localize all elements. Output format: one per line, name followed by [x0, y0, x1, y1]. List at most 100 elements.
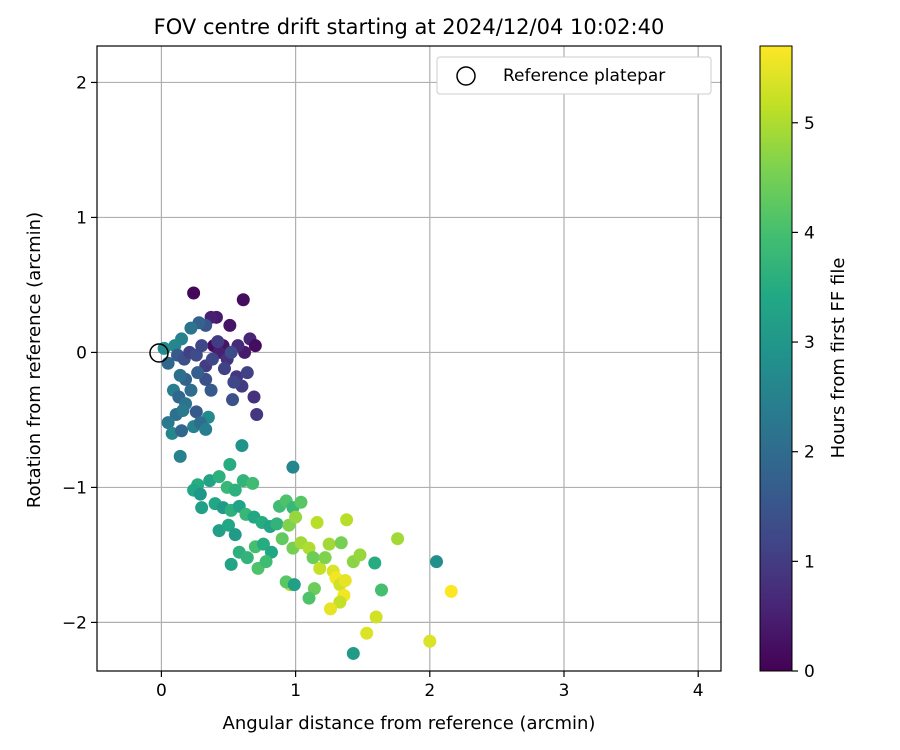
data-point: [226, 393, 240, 407]
data-point: [340, 513, 354, 527]
data-point: [318, 551, 332, 565]
data-point: [250, 408, 264, 422]
data-point: [191, 366, 205, 380]
colorbar-tick-label: 3: [804, 333, 815, 353]
data-point: [228, 528, 242, 542]
x-axis-ticks: 0 1 2 3 4: [156, 671, 704, 701]
data-point: [264, 545, 278, 559]
legend: Reference platepar: [436, 56, 712, 95]
data-point: [236, 293, 250, 307]
colorbar-tick-label: 2: [804, 443, 815, 463]
data-point: [212, 470, 226, 484]
data-point: [195, 501, 209, 515]
data-point: [199, 422, 213, 436]
data-point: [184, 383, 198, 397]
data-point: [259, 555, 273, 569]
data-point: [189, 348, 203, 362]
data-point: [240, 366, 254, 380]
data-point: [223, 457, 237, 471]
data-point: [270, 517, 284, 531]
data-point: [248, 339, 262, 353]
colorbar: 0 1 2 3 4 5 Hours from first FF file: [759, 45, 849, 682]
data-point: [369, 610, 383, 624]
data-point: [353, 548, 367, 562]
data-point: [240, 551, 254, 565]
data-point: [223, 318, 237, 332]
data-point: [323, 602, 337, 616]
y-tick-label: 1: [76, 208, 87, 228]
data-point: [193, 487, 207, 501]
y-tick-label: 0: [76, 343, 87, 363]
legend-box: [436, 56, 712, 95]
data-point: [211, 335, 225, 349]
data-point: [161, 416, 175, 430]
data-point: [228, 483, 242, 497]
data-point: [189, 405, 203, 419]
data-point: [217, 362, 231, 376]
y-axis-label: Rotation from reference (arcmin): [24, 212, 45, 508]
data-point: [423, 634, 437, 648]
data-point: [374, 583, 388, 597]
x-axis-label: Angular distance from reference (arcmin): [223, 713, 596, 734]
x-tick-label: 0: [156, 681, 167, 701]
chart-title: FOV centre drift starting at 2024/12/04 …: [154, 15, 665, 39]
data-point: [205, 352, 219, 366]
data-point: [338, 574, 352, 588]
data-point: [307, 582, 321, 596]
reference-platepar-marker: [149, 343, 169, 363]
data-point: [212, 524, 226, 538]
data-point: [224, 557, 238, 571]
y-tick-label: −1: [62, 478, 87, 498]
y-tick-label: −2: [62, 613, 87, 633]
x-tick-label: 4: [693, 681, 704, 701]
colorbar-ticks: 0 1 2 3 4 5: [792, 114, 815, 682]
data-point: [346, 646, 360, 660]
data-point: [247, 390, 261, 404]
data-point: [360, 626, 374, 640]
data-point: [333, 595, 347, 609]
data-point: [368, 556, 382, 570]
data-point: [444, 584, 458, 598]
colorbar-tick-label: 5: [804, 114, 815, 134]
data-point: [287, 578, 301, 592]
data-point: [187, 286, 201, 300]
data-point: [195, 339, 209, 353]
data-point: [227, 375, 241, 389]
data-point: [302, 591, 316, 605]
data-point: [173, 449, 187, 463]
data-point: [334, 536, 348, 550]
legend-label-reference: Reference platepar: [503, 66, 665, 86]
data-point: [294, 495, 308, 509]
colorbar-tick-label: 1: [804, 552, 815, 572]
data-point: [175, 424, 189, 438]
data-point: [224, 345, 238, 359]
y-tick-label: 2: [76, 73, 87, 93]
data-point: [235, 439, 249, 453]
data-point: [430, 555, 444, 569]
colorbar-tick-label: 0: [804, 662, 815, 682]
data-point: [222, 518, 236, 532]
data-point: [391, 532, 405, 546]
data-point: [310, 516, 324, 530]
data-point: [204, 383, 218, 397]
data-point: [246, 476, 260, 490]
data-point: [313, 561, 327, 575]
data-point: [289, 510, 303, 524]
x-tick-label: 3: [559, 681, 570, 701]
data-point: [286, 460, 300, 474]
data-point: [256, 537, 270, 551]
scatter-points: [157, 286, 458, 660]
y-axis-ticks: −2 −1 0 1 2: [62, 73, 97, 633]
legend-reference-marker: [456, 66, 476, 86]
colorbar-tick-label: 4: [804, 223, 815, 243]
plot-frame: [96, 45, 722, 672]
data-point: [184, 321, 198, 335]
colorbar-gradient: [759, 45, 793, 672]
colorbar-label: Hours from first FF file: [828, 258, 849, 459]
x-tick-label: 2: [424, 681, 435, 701]
data-point: [275, 532, 289, 546]
data-point: [306, 551, 320, 565]
x-tick-label: 1: [290, 681, 301, 701]
data-point: [322, 537, 336, 551]
